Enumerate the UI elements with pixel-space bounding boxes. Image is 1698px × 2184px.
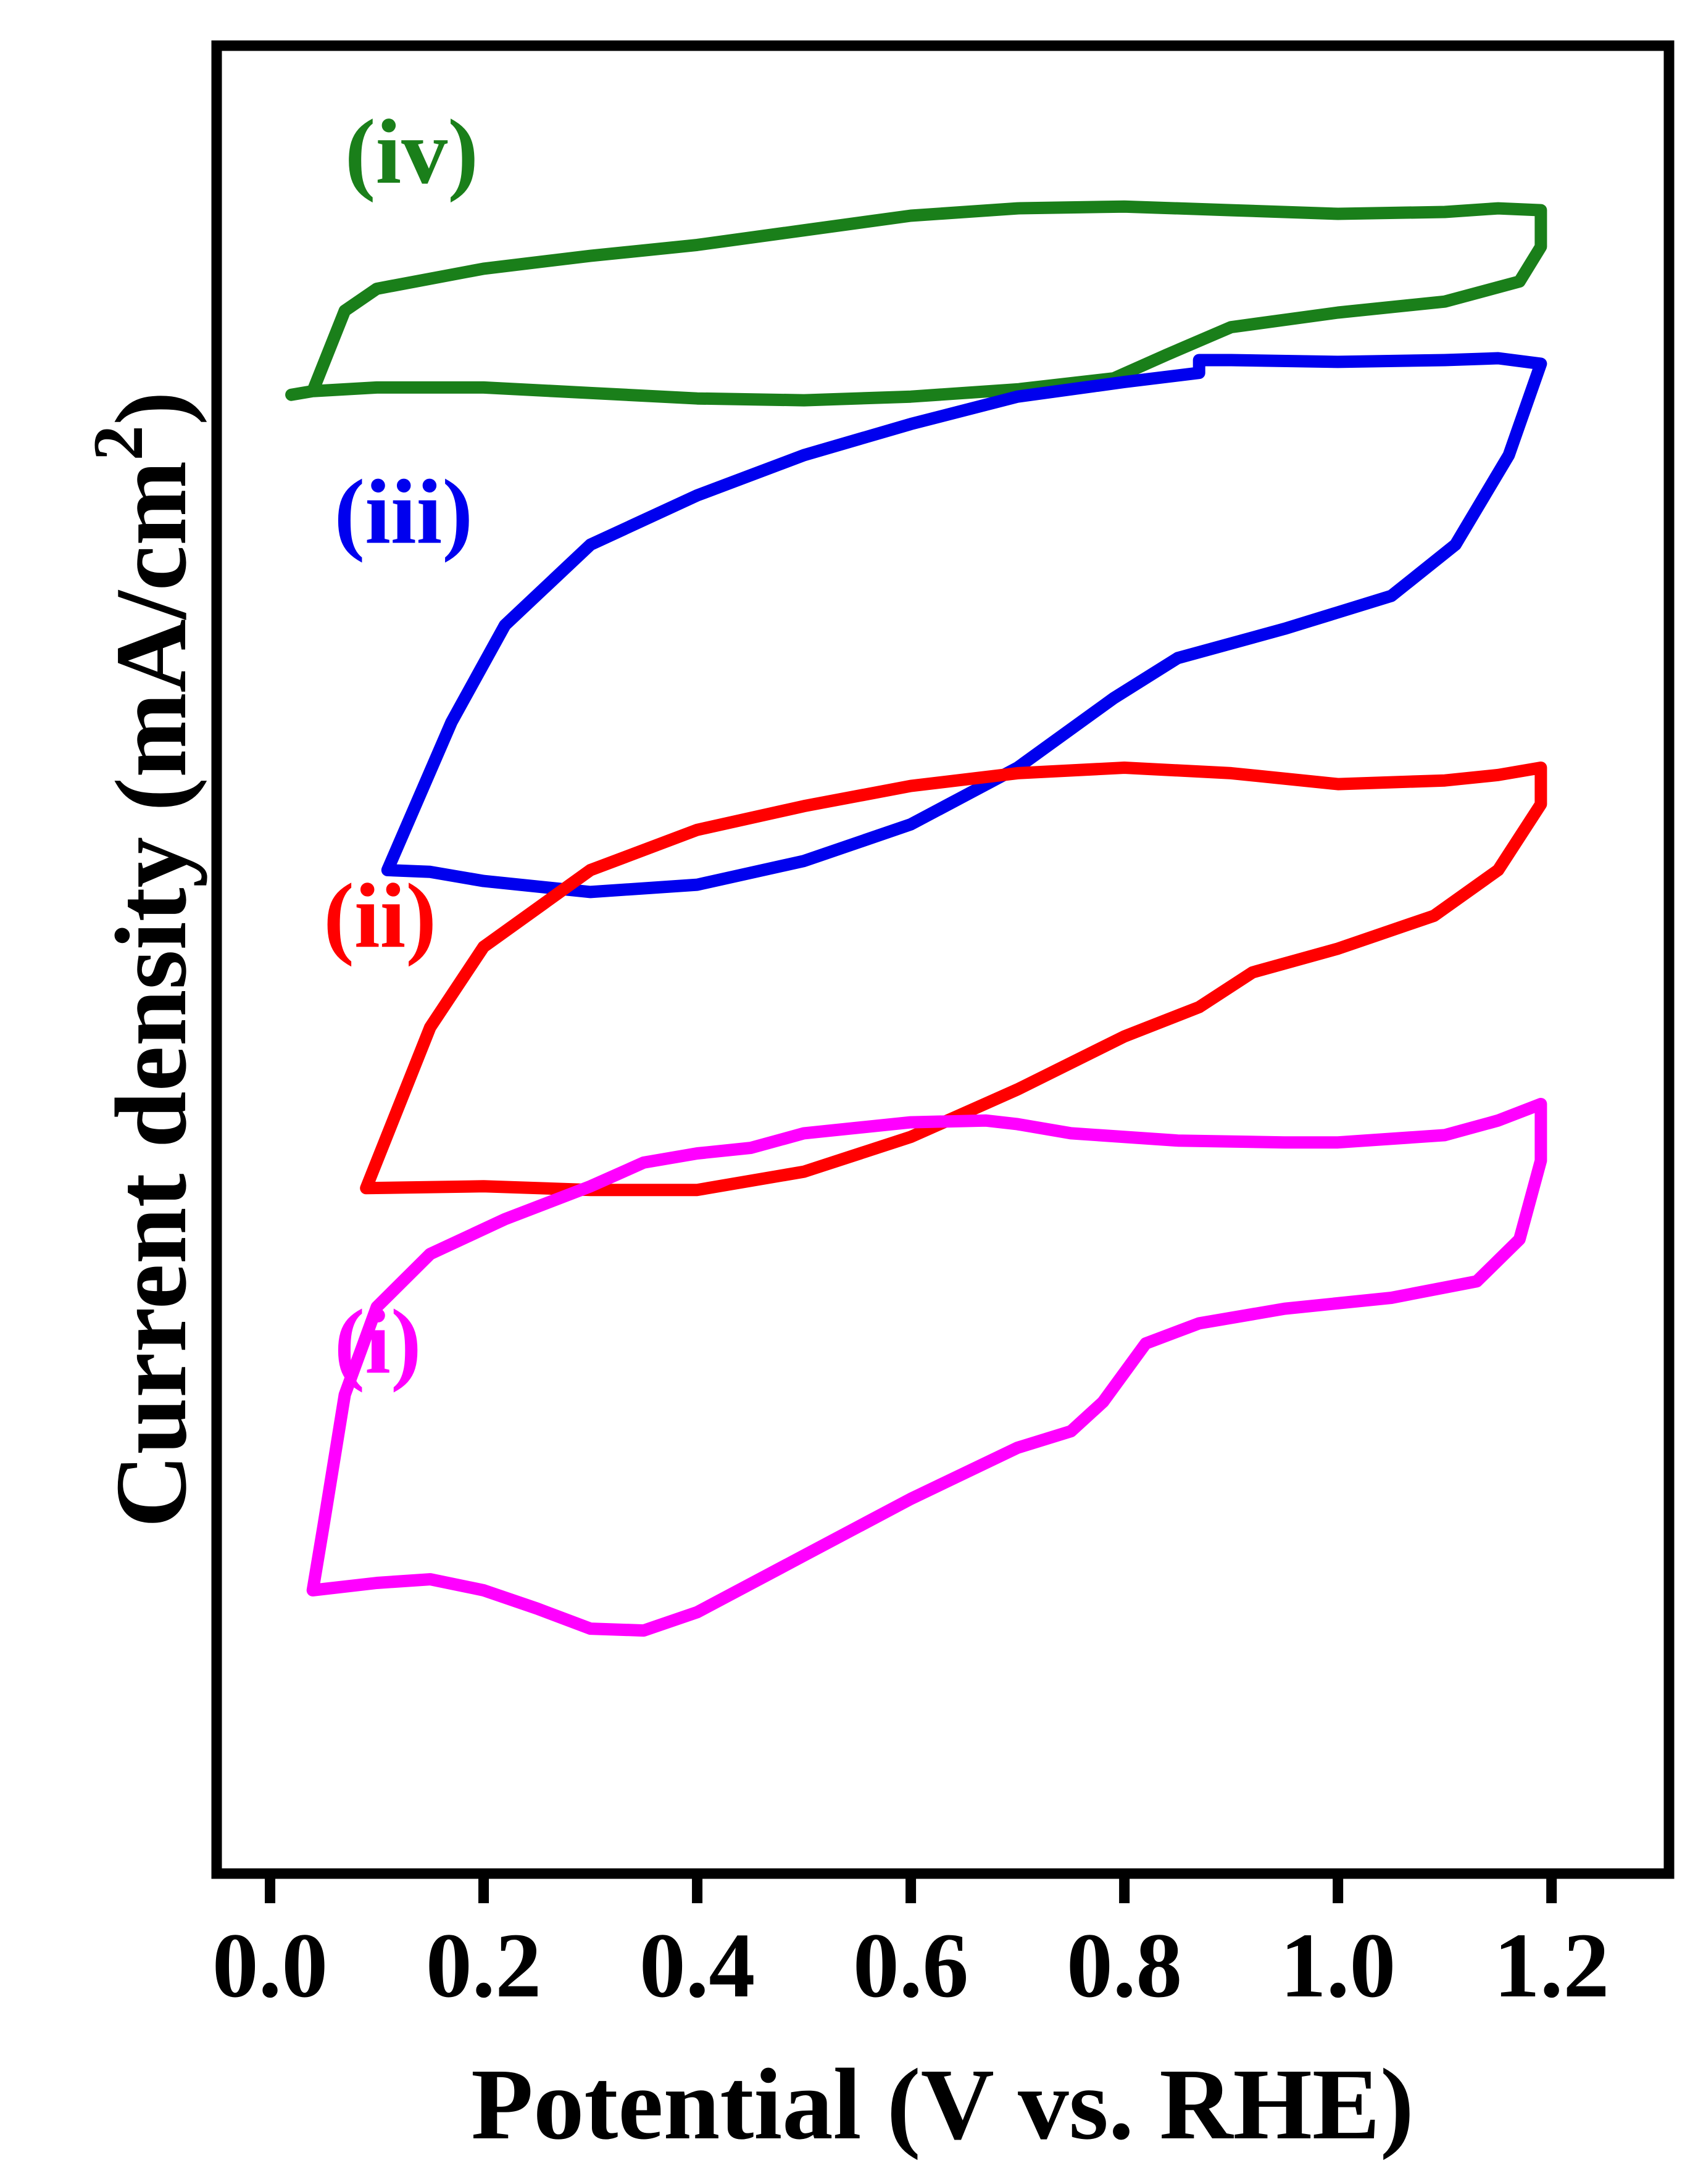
- series-line-2: [381, 352, 1547, 899]
- series-label-4: (i): [334, 1290, 422, 1393]
- y-axis-title-close: ): [94, 391, 207, 425]
- x-tick-label: 0.6: [853, 1914, 969, 2017]
- series-label-layer: (iv) (iii) (ii) (i): [323, 101, 478, 1393]
- y-axis-title-superscript: 2: [79, 425, 157, 461]
- series-label-3: (ii): [323, 865, 436, 967]
- y-axis-title-text: Current density (mA/cm: [94, 461, 207, 1528]
- y-axis-title: Current density (mA/cm2): [79, 391, 207, 1528]
- x-tick-label: 0.8: [1067, 1914, 1183, 2017]
- series-layer: [285, 200, 1547, 1637]
- x-tick-label: 1.0: [1280, 1914, 1396, 2017]
- x-tick-label: 0.2: [426, 1914, 542, 2017]
- y-axis-title-group: Current density (mA/cm2): [79, 391, 207, 1528]
- x-tick-label: 0.0: [212, 1914, 328, 2017]
- series-label-1: (iv): [345, 101, 479, 203]
- x-tick-label: 1.2: [1494, 1914, 1610, 2017]
- series-line-4: [306, 1098, 1547, 1637]
- plot-frame: [211, 40, 1675, 1879]
- x-axis-ticks: 0.0 0.2 0.4 0.6 0.8 1.0 1.2: [212, 1879, 1610, 2017]
- x-axis-title: Potential (V vs. RHE): [471, 2048, 1414, 2161]
- series-line-1: [285, 200, 1547, 407]
- x-tick-label: 0.4: [639, 1914, 755, 2017]
- series-label-2: (iii): [334, 461, 473, 563]
- series-line-3: [360, 762, 1547, 1197]
